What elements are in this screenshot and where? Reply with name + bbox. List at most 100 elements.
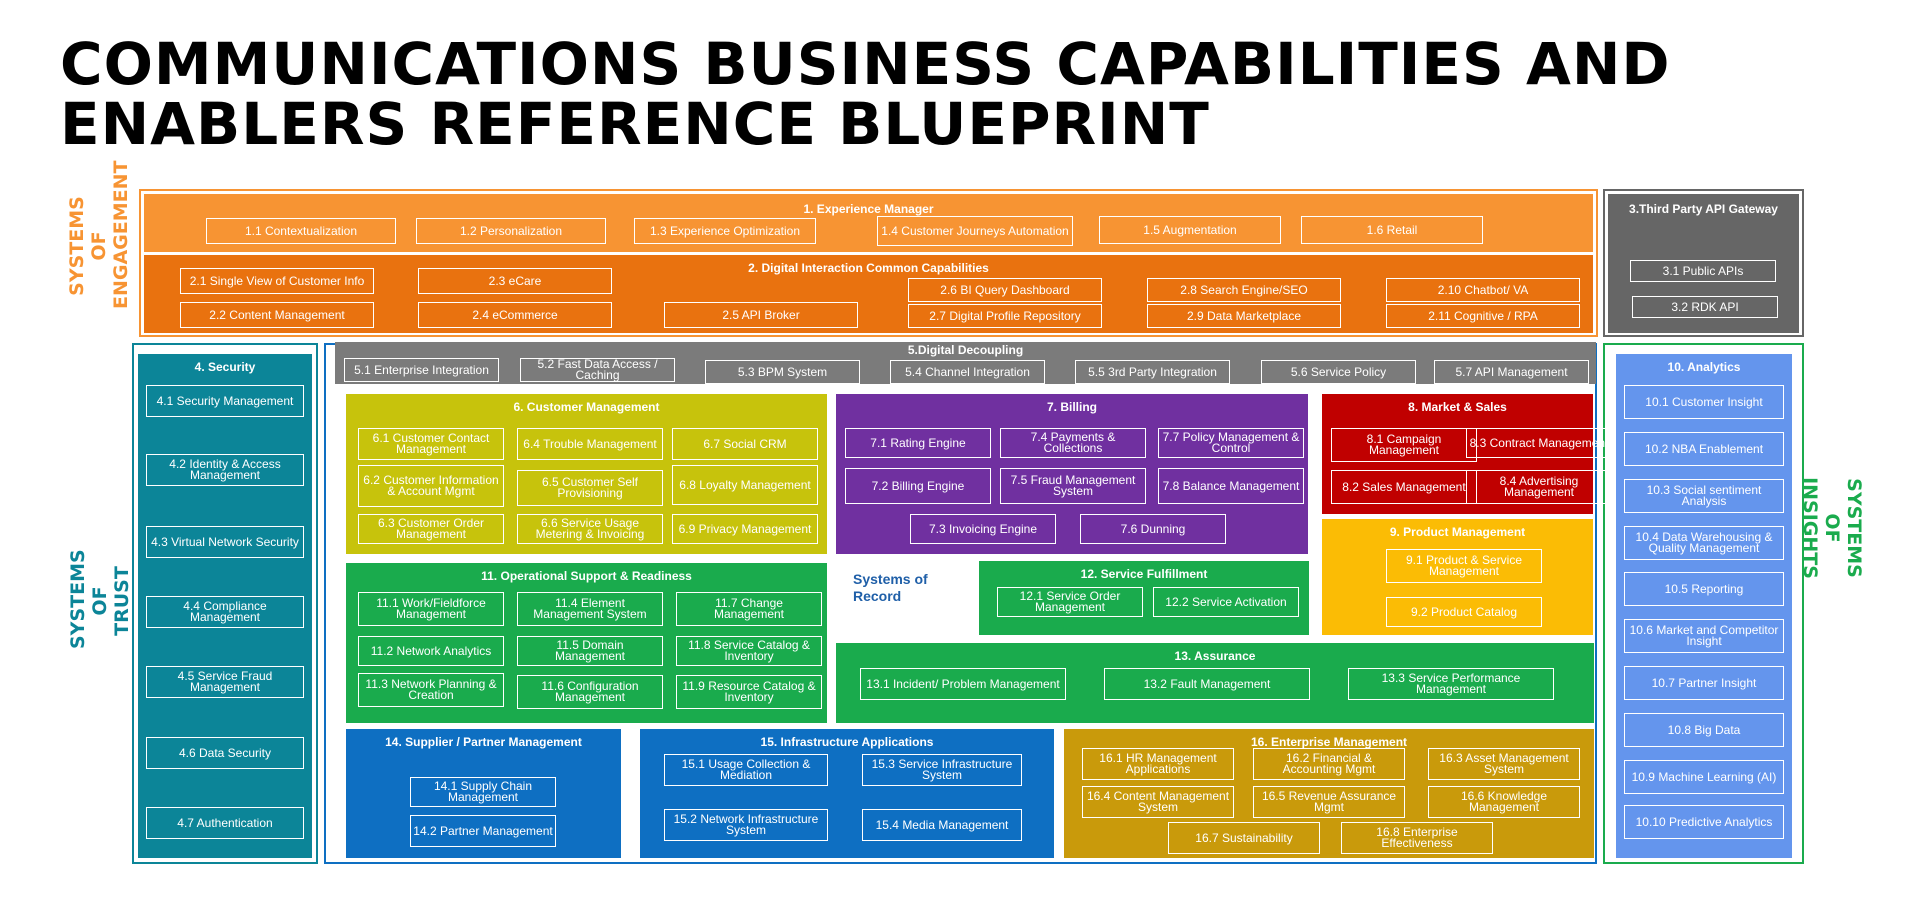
section-6-title: 6. Customer Management xyxy=(513,400,660,414)
section-15: 15. Infrastructure Applications xyxy=(640,729,1054,858)
capability-box: 16.4 Content Management System xyxy=(1082,786,1234,818)
section-2: 2. Digital Interaction Common Capabiliti… xyxy=(144,255,1593,333)
section-13: 13. Assurance xyxy=(836,643,1594,723)
capability-box: 7.1 Rating Engine xyxy=(845,428,991,458)
capability-box: 5.3 BPM System xyxy=(705,360,860,384)
capability-box: 5.7 API Management xyxy=(1434,360,1589,384)
capability-box: 6.1 Customer Contact Management xyxy=(358,428,504,460)
capability-box: 7.6 Dunning xyxy=(1080,514,1226,544)
capability-box: 13.3 Service Performance Management xyxy=(1348,668,1554,700)
capability-box: 2.3 eCare xyxy=(418,268,612,294)
section-4-title: 4. Security xyxy=(194,360,256,374)
capability-box: 11.4 Element Management System xyxy=(517,592,663,626)
section-4: 4. Security xyxy=(138,354,312,858)
capability-box: 13.1 Incident/ Problem Management xyxy=(860,668,1066,700)
capability-box: 11.9 Resource Catalog & Inventory xyxy=(676,675,822,709)
capability-box: 4.1 Security Management xyxy=(146,385,304,417)
capability-box: 11.8 Service Catalog & Inventory xyxy=(676,636,822,666)
capability-box: 6.7 Social CRM xyxy=(672,428,818,460)
capability-box: 11.2 Network Analytics xyxy=(358,636,504,666)
capability-box: 10.4 Data Warehousing & Quality Manageme… xyxy=(1624,526,1784,560)
capability-box: 5.4 Channel Integration xyxy=(890,360,1045,384)
capability-box: 10.3 Social sentiment Analysis xyxy=(1624,479,1784,513)
section-1: 1. Experience Manager xyxy=(144,194,1593,252)
capability-box: 4.2 Identity & Access Management xyxy=(146,454,304,486)
section-11-title: 11. Operational Support & Readiness xyxy=(481,569,692,583)
capability-box: 10.9 Machine Learning (AI) xyxy=(1624,760,1784,794)
capability-box: 10.10 Predictive Analytics xyxy=(1624,805,1784,839)
section-12-title: 12. Service Fulfillment xyxy=(1080,567,1208,581)
capability-box: 10.5 Reporting xyxy=(1624,572,1784,606)
capability-box: 14.2 Partner Management xyxy=(410,815,556,847)
capability-box: 4.6 Data Security xyxy=(146,737,304,769)
capability-box: 4.3 Virtual Network Security xyxy=(146,526,304,558)
capability-box: 10.6 Market and Competitor Insight xyxy=(1624,619,1784,653)
third-party-frame xyxy=(1603,189,1804,337)
section-7-title: 7. Billing xyxy=(1046,400,1097,414)
section-3-title: 3.Third Party API Gateway xyxy=(1629,202,1778,216)
section-16-title: 16. Enterprise Management xyxy=(1250,735,1408,749)
capability-box: 7.8 Balance Management xyxy=(1158,468,1304,504)
section-13-title: 13. Assurance xyxy=(1174,649,1256,663)
capability-box: 12.1 Service Order Management xyxy=(997,587,1143,617)
capability-box: 2.1 Single View of Customer Info xyxy=(180,268,374,294)
capability-box: 6.6 Service Usage Metering & Invoicing xyxy=(517,514,663,544)
capability-box: 7.7 Policy Management & Control xyxy=(1158,428,1304,458)
capability-box: 15.3 Service Infrastructure System xyxy=(862,754,1022,786)
capability-box: 7.4 Payments & Collections xyxy=(1000,428,1146,458)
capability-box: 2.10 Chatbot/ VA xyxy=(1386,278,1580,302)
capability-box: 16.3 Asset Management System xyxy=(1428,748,1580,780)
capability-box: 5.5 3rd Party Integration xyxy=(1075,360,1230,384)
capability-box: 6.9 Privacy Management xyxy=(672,514,818,544)
capability-box: 1.1 Contextualization xyxy=(206,218,396,244)
capability-box: 5.2 Fast Data Access / Caching xyxy=(520,358,675,382)
capability-box: 4.4 Compliance Management xyxy=(146,596,304,628)
capability-box: 3.1 Public APIs xyxy=(1630,260,1776,282)
capability-box: 11.7 Change Management xyxy=(676,592,822,626)
capability-box: 2.6 BI Query Dashboard xyxy=(908,278,1102,302)
capability-box: 1.2 Personalization xyxy=(416,218,606,244)
capability-box: 3.2 RDK API xyxy=(1632,296,1778,318)
engagement-frame xyxy=(139,189,1598,337)
capability-box: 11.5 Domain Management xyxy=(517,636,663,666)
capability-box: 2.5 API Broker xyxy=(664,302,858,328)
capability-box: 16.7 Sustainability xyxy=(1168,822,1320,854)
capability-box: 15.4 Media Management xyxy=(862,809,1022,841)
label-systems-of-record: Systems of Record xyxy=(853,571,928,604)
capability-box: 6.4 Trouble Management xyxy=(517,428,663,460)
capability-box: 5.1 Enterprise Integration xyxy=(344,358,499,382)
insights-frame xyxy=(1603,343,1804,864)
capability-box: 13.2 Fault Management xyxy=(1104,668,1310,700)
capability-box: 2.8 Search Engine/SEO xyxy=(1147,278,1341,302)
capability-box: 2.9 Data Marketplace xyxy=(1147,304,1341,328)
capability-box: 16.8 Enterprise Effectiveness xyxy=(1341,822,1493,854)
label-systems-of-insights: SYSTEMS OF INSIGHTS xyxy=(1799,477,1865,579)
section-10-title: 10. Analytics xyxy=(1667,360,1741,374)
section-2-title: 2. Digital Interaction Common Capabiliti… xyxy=(748,261,989,275)
capability-box: 15.1 Usage Collection & Mediation xyxy=(664,754,828,786)
capability-box: 6.5 Customer Self Provisioning xyxy=(517,470,663,506)
capability-box: 2.4 eCommerce xyxy=(418,302,612,328)
section-11: 11. Operational Support & Readiness xyxy=(346,563,827,723)
capability-box: 15.2 Network Infrastructure System xyxy=(664,809,828,841)
capability-box: 1.5 Augmentation xyxy=(1099,216,1281,244)
capability-box: 16.6 Knowledge Management xyxy=(1428,786,1580,818)
capability-box: 10.2 NBA Enablement xyxy=(1624,432,1784,466)
capability-box: 16.5 Revenue Assurance Mgmt xyxy=(1253,786,1405,818)
capability-box: 1.6 Retail xyxy=(1301,216,1483,244)
page-title: COMMUNICATIONS BUSINESS CAPABILITIES AND… xyxy=(60,30,1671,158)
section-14: 14. Supplier / Partner Management xyxy=(346,729,621,858)
capability-box: 6.3 Customer Order Management xyxy=(358,514,504,544)
section-15-title: 15. Infrastructure Applications xyxy=(760,735,934,749)
capability-box: 7.2 Billing Engine xyxy=(845,468,991,504)
section-6: 6. Customer Management xyxy=(346,394,827,554)
section-5-title: 5.Digital Decoupling xyxy=(907,343,1024,357)
capability-box: 8.2 Sales Management xyxy=(1331,470,1477,504)
section-9: 9. Product Management xyxy=(1322,519,1593,635)
section-5: 5.Digital Decoupling xyxy=(335,342,1596,384)
capability-box: 16.1 HR Management Applications xyxy=(1082,748,1234,780)
capability-box: 6.8 Loyalty Management xyxy=(672,465,818,505)
capability-box: 5.6 Service Policy xyxy=(1261,360,1416,384)
capability-box: 11.3 Network Planning & Creation xyxy=(358,673,504,707)
capability-box: 14.1 Supply Chain Management xyxy=(410,777,556,807)
